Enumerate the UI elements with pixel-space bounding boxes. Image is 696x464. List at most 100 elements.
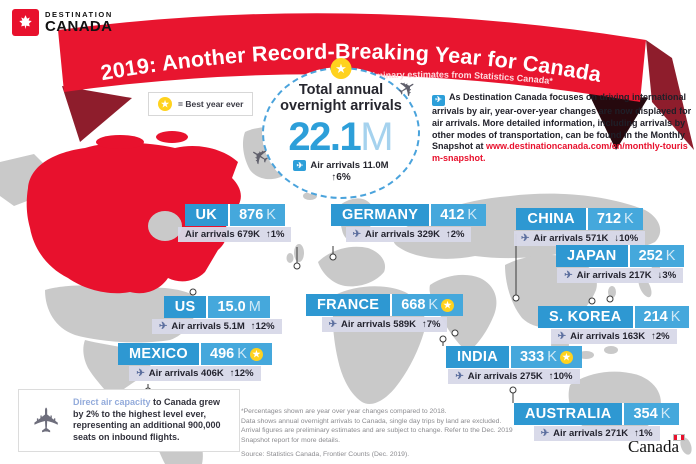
country-value: 214 K xyxy=(634,306,690,328)
footnote-line: Snapshot report for more details. xyxy=(241,436,340,444)
country-header: AUSTRALIA 354 K xyxy=(514,403,680,425)
best-year-star-icon xyxy=(441,298,455,312)
country-name: JAPAN xyxy=(556,245,630,267)
country-name: INDIA xyxy=(446,346,511,368)
total-value: 22.1M xyxy=(288,114,394,159)
plane-icon: ✈ xyxy=(540,428,550,439)
country-air-arrivals: ✈ Air arrivals 329K ↑2% xyxy=(345,227,472,242)
country-air-arrivals: ✈ Air arrivals 163K ↑2% xyxy=(550,329,677,344)
plane-icon: ✈ xyxy=(557,331,567,342)
maple-leaf-icon xyxy=(12,9,39,36)
country-air-change: ↓3% xyxy=(657,270,677,281)
country-air-change: ↓10% xyxy=(614,233,639,244)
country-value: 252 K xyxy=(629,245,685,267)
footnote-line: Arrival figures are preliminary estimate… xyxy=(241,427,513,435)
country-air-arrivals: ✈ Air arrivals 271K ↑1% xyxy=(533,426,660,441)
country-air-change: ↑7% xyxy=(422,319,441,330)
country-header: S. KOREA 214 K xyxy=(538,306,690,328)
canada-flag-icon xyxy=(673,434,685,441)
canada-wordmark: Canada xyxy=(628,434,685,457)
air-capacity-callout: ✈ Direct air capacity to Canada grew by … xyxy=(18,389,240,452)
country-air-change: ↑1% xyxy=(634,428,653,439)
monthly-snapshot-link[interactable]: www.destinationcanada.com/en/monthly-tou… xyxy=(432,141,688,164)
total-air-change: ↑6% xyxy=(331,171,351,183)
destination-canada-logo: DESTINATION CANADA xyxy=(12,9,113,36)
footnote-line: *Percentages shown are year over year ch… xyxy=(241,408,447,415)
best-year-star-icon xyxy=(330,58,352,79)
country-air-arrivals: ✈ Air arrivals 589K ↑7% xyxy=(321,317,448,332)
country-value: 876 K xyxy=(230,204,285,226)
footnotes: *Percentages shown are year over year ch… xyxy=(241,407,513,460)
canada-shape xyxy=(26,131,241,294)
country-value: 15.0 M xyxy=(208,296,270,318)
airplane-icon: ✈ xyxy=(28,406,66,435)
country-box-china: CHINA 712 K ✈ Air arrivals 571K ↓10% xyxy=(514,208,646,246)
country-box-skorea: S. KOREA 214 K ✈ Air arrivals 163K ↑2% xyxy=(538,306,690,344)
country-air-arrivals: Air arrivals 679K ↑1% xyxy=(178,227,292,242)
uk-shape xyxy=(294,244,304,262)
plane-icon: ✈ xyxy=(159,321,168,332)
country-air-arrivals: ✈ Air arrivals 406K ↑12% xyxy=(129,366,261,381)
country-value: 712 K xyxy=(587,208,643,230)
country-name: FRANCE xyxy=(306,294,393,316)
total-air-arrivals: ✈ Air arrivals 11.0M xyxy=(293,159,389,171)
country-air-arrivals: ✈ Air arrivals 5.1M ↑12% xyxy=(152,319,282,334)
country-box-us: US 15.0 M ✈ Air arrivals 5.1M ↑12% xyxy=(152,296,282,334)
country-header: JAPAN 252 K xyxy=(556,245,685,267)
best-year-legend: = Best year ever xyxy=(148,92,254,116)
country-header: GERMANY 412 K xyxy=(331,204,487,226)
country-name: CHINA xyxy=(516,208,588,230)
country-name: AUSTRALIA xyxy=(514,403,625,425)
air-focus-note: ✈ As Destination Canada focuses on drivin… xyxy=(432,92,694,165)
country-header: MEXICO 496 K xyxy=(118,343,272,365)
country-value: 333 K xyxy=(510,346,582,368)
country-box-japan: JAPAN 252 K ✈ Air arrivals 217K ↓3% xyxy=(556,245,685,283)
country-air-arrivals: ✈ Air arrivals 571K ↓10% xyxy=(514,231,646,246)
footnote-line: Data shows annual overnight arrivals to … xyxy=(241,417,502,425)
country-name: MEXICO xyxy=(118,343,201,365)
logo-text-canada: CANADA xyxy=(45,17,113,35)
country-air-change: ↑10% xyxy=(548,371,573,382)
legend-label: = Best year ever xyxy=(178,99,244,109)
country-name: UK xyxy=(184,204,231,226)
country-air-change: ↑12% xyxy=(229,368,254,379)
europe-shape xyxy=(318,246,386,287)
korea-shape xyxy=(608,286,616,298)
country-header: UK 876 K xyxy=(184,204,285,226)
plane-icon: ✈ xyxy=(455,371,464,382)
country-name: US xyxy=(163,296,209,318)
country-air-arrivals: ✈ Air arrivals 217K ↓3% xyxy=(557,268,684,283)
country-air-arrivals: ✈ Air arrivals 275K ↑10% xyxy=(448,369,580,384)
country-value: 354 K xyxy=(624,403,680,425)
best-year-star-icon xyxy=(158,97,172,111)
country-air-change: ↑12% xyxy=(250,321,275,332)
plane-icon: ✈ xyxy=(432,94,445,106)
country-air-change: ↑1% xyxy=(266,229,285,240)
plane-icon: ✈ xyxy=(521,233,530,244)
plane-icon: ✈ xyxy=(293,159,307,171)
air-capacity-text: Direct air capacity to Canada grew by 2%… xyxy=(73,397,221,443)
best-year-star-icon xyxy=(559,350,573,364)
country-box-uk: UK 876 K Air arrivals 679K ↑1% xyxy=(178,204,292,242)
country-value: 668 K xyxy=(392,294,464,316)
country-name: GERMANY xyxy=(331,204,432,226)
country-header: INDIA 333 K xyxy=(446,346,582,368)
plane-icon: ✈ xyxy=(136,368,145,379)
country-air-change: ↑2% xyxy=(446,229,465,240)
country-header: CHINA 712 K xyxy=(516,208,643,230)
country-value: 412 K xyxy=(431,204,487,226)
country-name: S. KOREA xyxy=(538,306,635,328)
total-label-line1: Total annual xyxy=(298,82,384,99)
hudson-bay-shape xyxy=(148,211,182,241)
plane-icon: ✈ xyxy=(564,270,573,281)
country-box-germany: GERMANY 412 K ✈ Air arrivals 329K ↑2% xyxy=(331,204,487,242)
source-line: Source: Statistics Canada, Frontier Coun… xyxy=(241,451,410,459)
best-year-star-icon xyxy=(249,347,263,361)
plane-icon: ✈ xyxy=(328,319,337,330)
country-box-australia: AUSTRALIA 354 K ✈ Air arrivals 271K ↑1% xyxy=(514,403,680,441)
plane-icon: ✈ xyxy=(352,229,361,240)
country-value: 496 K xyxy=(201,343,272,365)
